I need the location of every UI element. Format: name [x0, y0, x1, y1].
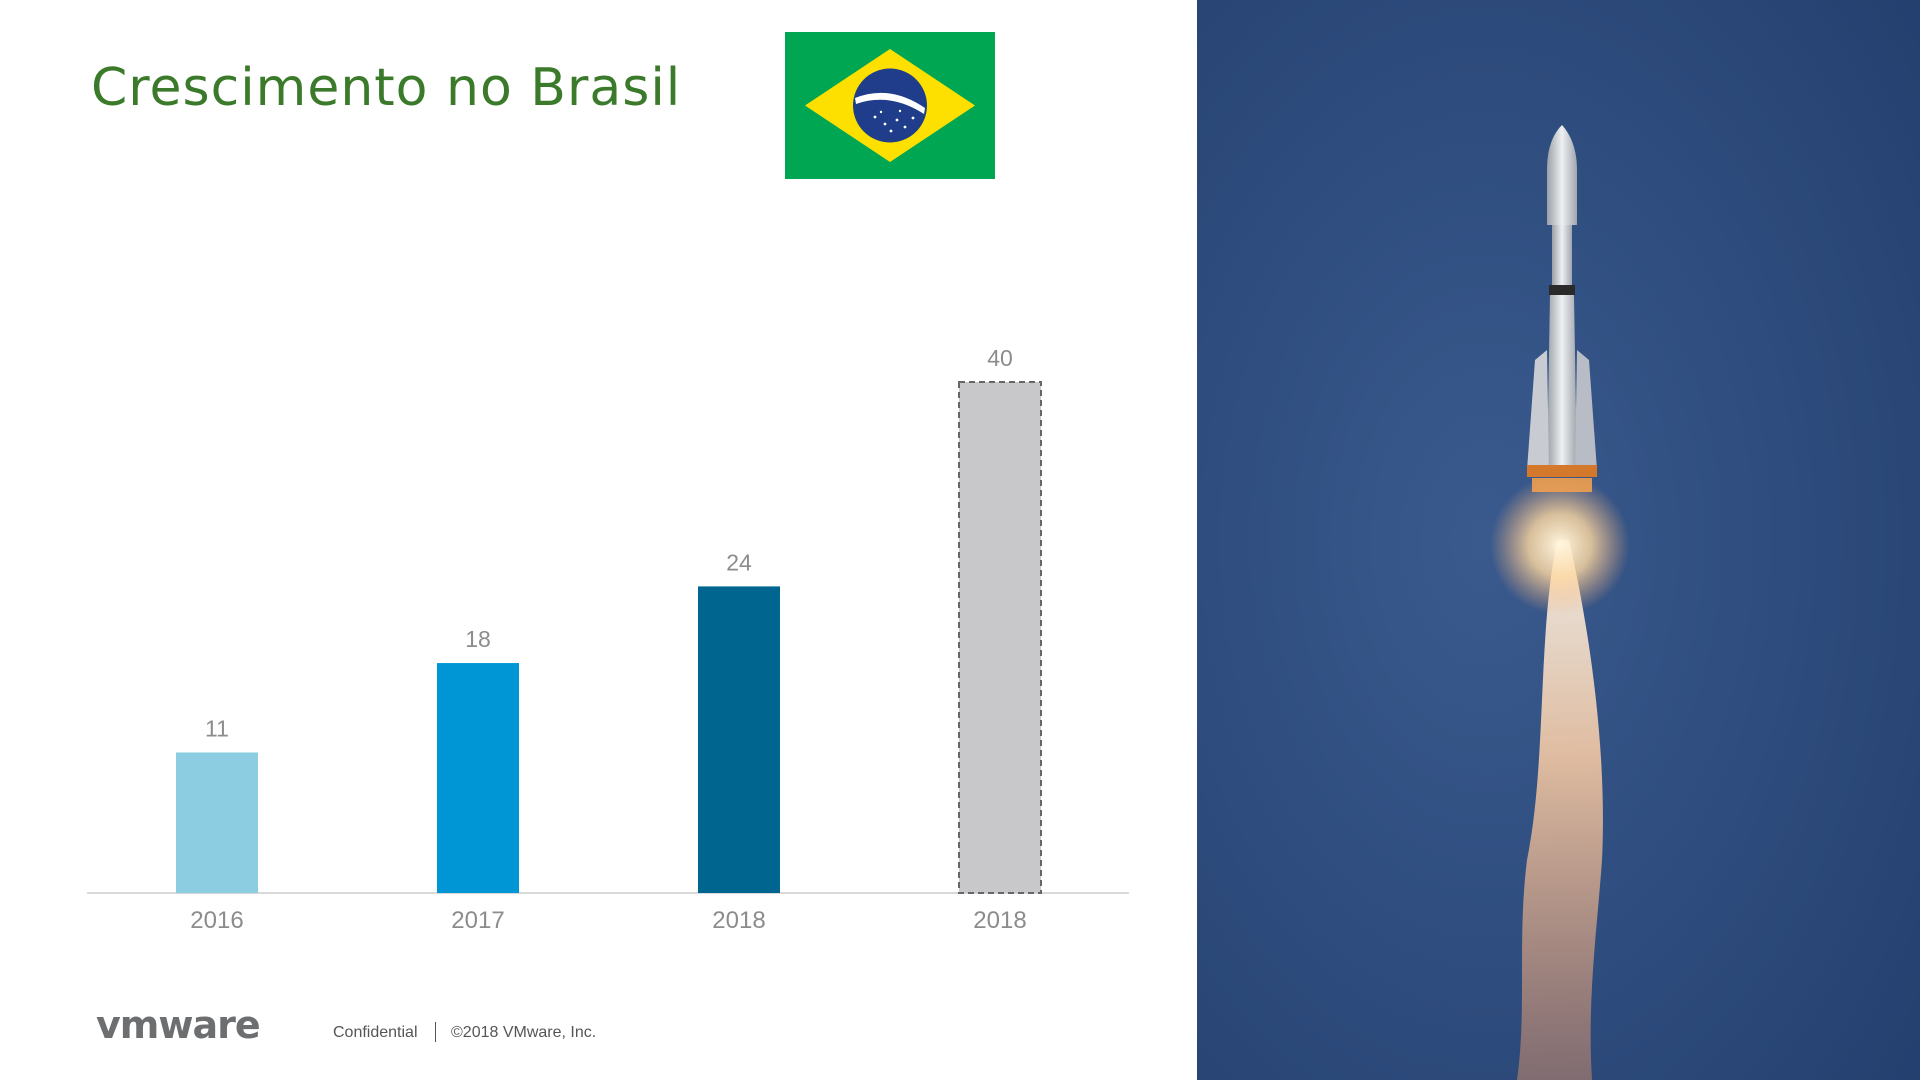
x-tick-label: 2018	[712, 907, 765, 934]
x-tick-label: 2017	[451, 907, 504, 934]
chart-bar	[437, 663, 519, 893]
chart-bar	[698, 586, 780, 893]
svg-text:vmware: vmware	[96, 1006, 260, 1046]
chart-bar	[958, 381, 1042, 894]
slide-title: Crescimento no Brasil	[91, 58, 682, 118]
vmware-logo: vmware	[96, 1006, 261, 1046]
bar-value-label: 24	[726, 549, 752, 575]
x-tick-label: 2016	[190, 907, 243, 934]
bar-value-label: 18	[465, 626, 491, 652]
footer-copyright: ©2018 VMware, Inc.	[451, 1024, 597, 1041]
rocket-launch-photo	[1197, 0, 1920, 1080]
footer-confidential: Confidential	[333, 1024, 418, 1041]
bar-chart: 11 2016 18 2017 24 2018 40 2018	[87, 345, 1129, 934]
chart-bar	[176, 752, 258, 893]
footer-separator	[435, 1022, 436, 1042]
bar-value-label: 40	[987, 345, 1013, 371]
bar-value-label: 11	[205, 715, 229, 741]
brazil-flag-icon	[785, 32, 995, 179]
x-tick-label: 2018	[973, 907, 1026, 934]
